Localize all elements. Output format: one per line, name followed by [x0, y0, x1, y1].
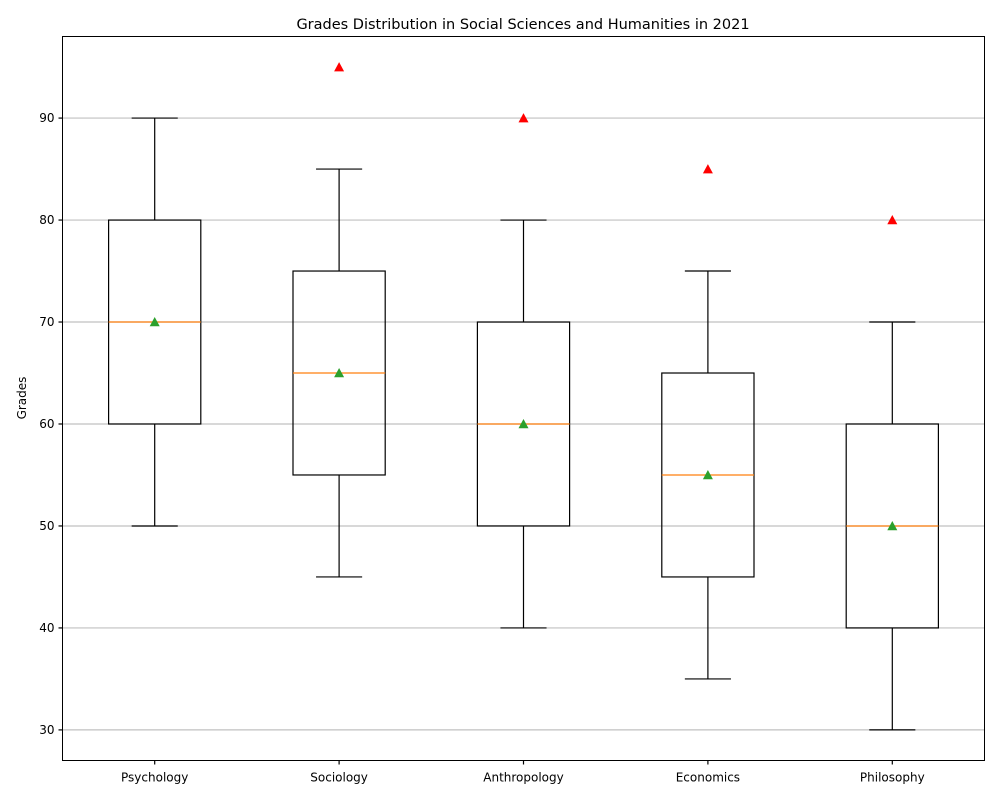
y-tick-label: 90 — [39, 111, 54, 125]
outlier-marker — [518, 113, 529, 123]
y-axis-label: Grades — [15, 377, 29, 420]
box-group-philosophy — [845, 215, 940, 731]
y-tick-label: 80 — [39, 213, 54, 227]
y-tick-label: 60 — [39, 417, 54, 431]
mean-marker — [334, 368, 345, 378]
box-group-sociology — [292, 62, 386, 578]
box-group-anthropology — [476, 113, 571, 629]
outlier-marker — [702, 164, 713, 174]
x-tick-label: Psychology — [121, 771, 188, 785]
x-tick-label: Sociology — [310, 771, 368, 785]
x-axis-ticks: Psychology Sociology Anthropology Economics… — [121, 760, 925, 785]
box-group-psychology — [107, 117, 202, 527]
box-group-economics — [661, 164, 755, 680]
mean-marker — [518, 418, 529, 429]
mean-marker — [149, 317, 160, 327]
outlier-marker — [334, 62, 345, 72]
y-tick-label: 30 — [39, 723, 54, 737]
chart-title: Grades Distribution in Social Sciences a… — [296, 17, 749, 33]
x-tick-label: Philosophy — [860, 771, 925, 785]
box-plot-series — [107, 62, 940, 731]
y-axis-ticks: 30 40 50 60 70 80 90 — [39, 111, 63, 737]
mean-marker — [702, 469, 713, 480]
mean-marker — [887, 520, 898, 531]
outlier-marker — [887, 215, 898, 225]
x-tick-label: Anthropology — [483, 771, 564, 785]
y-tick-label: 70 — [39, 315, 54, 329]
y-tick-label: 50 — [39, 519, 54, 533]
x-tick-label: Economics — [676, 771, 740, 785]
y-tick-label: 40 — [39, 621, 54, 635]
